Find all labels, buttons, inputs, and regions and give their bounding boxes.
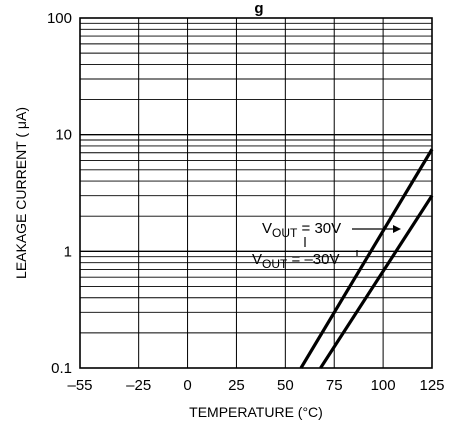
arrow-head — [393, 225, 401, 233]
x-tick-label: 100 — [371, 377, 396, 394]
y-axis-label: LEAKAGE CURRENT ( μA) — [13, 107, 29, 279]
y-tick-label: 1 — [64, 243, 72, 260]
plot-frame — [79, 17, 433, 369]
x-tick-label: –55 — [67, 377, 92, 394]
chart-title-fragment: g — [254, 0, 263, 17]
x-tick-label: –25 — [126, 377, 151, 394]
x-tick-label: 50 — [277, 377, 294, 394]
series-label-vout-minus-30v: VOUT = –30V — [252, 251, 340, 271]
x-tick-label: 0 — [183, 377, 191, 394]
x-axis-label: TEMPERATURE (°C) — [189, 404, 323, 420]
y-tick-label: 0.1 — [51, 360, 72, 377]
series-label-vout-30v: VOUT = 30V — [262, 220, 341, 240]
series-annotations: VOUT = 30V VOUT = –30V — [252, 220, 401, 271]
y-tick-label: 10 — [55, 127, 72, 144]
series-line — [299, 148, 434, 369]
series-lines — [299, 148, 434, 369]
x-tick-label: 125 — [419, 377, 444, 394]
x-tick-label: 25 — [228, 377, 245, 394]
x-tick-label: 75 — [326, 377, 343, 394]
y-tick-label: 100 — [47, 10, 72, 27]
grid — [80, 18, 432, 368]
tick-labels: –55 –25 0 25 50 75 100 125 0.1 1 10 100 — [47, 10, 445, 394]
series-line — [319, 194, 434, 369]
